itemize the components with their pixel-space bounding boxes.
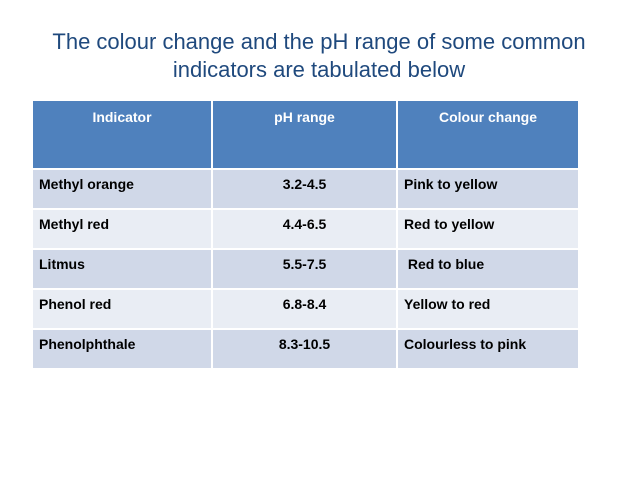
table-row: Methyl red 4.4-6.5 Red to yellow xyxy=(33,210,578,248)
table-row: Litmus 5.5-7.5 Red to blue xyxy=(33,250,578,288)
table-row: Phenolphthale 8.3-10.5 Colourless to pin… xyxy=(33,330,578,368)
column-header-ph-range: pH range xyxy=(213,101,396,168)
ph-range-value: 3.2-4.5 xyxy=(213,170,396,208)
indicator-name: Phenolphthale xyxy=(33,330,211,368)
indicator-name: Phenol red xyxy=(33,290,211,328)
colour-change-value: Colourless to pink xyxy=(398,330,578,368)
slide-title: The colour change and the pH range of so… xyxy=(0,28,638,83)
colour-change-value: Yellow to red xyxy=(398,290,578,328)
ph-range-value: 4.4-6.5 xyxy=(213,210,396,248)
indicators-table: Indicator pH range Colour change Methyl … xyxy=(31,99,580,370)
table-row: Phenol red 6.8-8.4 Yellow to red xyxy=(33,290,578,328)
column-header-indicator: Indicator xyxy=(33,101,211,168)
ph-range-value: 8.3-10.5 xyxy=(213,330,396,368)
colour-change-value: Pink to yellow xyxy=(398,170,578,208)
indicator-name: Methyl red xyxy=(33,210,211,248)
slide-title-line-1: The colour change and the pH range of so… xyxy=(52,29,586,54)
table-header-row: Indicator pH range Colour change xyxy=(33,101,578,168)
ph-range-value: 5.5-7.5 xyxy=(213,250,396,288)
slide-title-line-2: indicators are tabulated below xyxy=(172,56,466,82)
ph-range-value: 6.8-8.4 xyxy=(213,290,396,328)
colour-change-value: Red to blue xyxy=(398,250,578,288)
table-row: Methyl orange 3.2-4.5 Pink to yellow xyxy=(33,170,578,208)
colour-change-value: Red to yellow xyxy=(398,210,578,248)
indicator-name: Methyl orange xyxy=(33,170,211,208)
column-header-colour-change: Colour change xyxy=(398,101,578,168)
indicator-name: Litmus xyxy=(33,250,211,288)
